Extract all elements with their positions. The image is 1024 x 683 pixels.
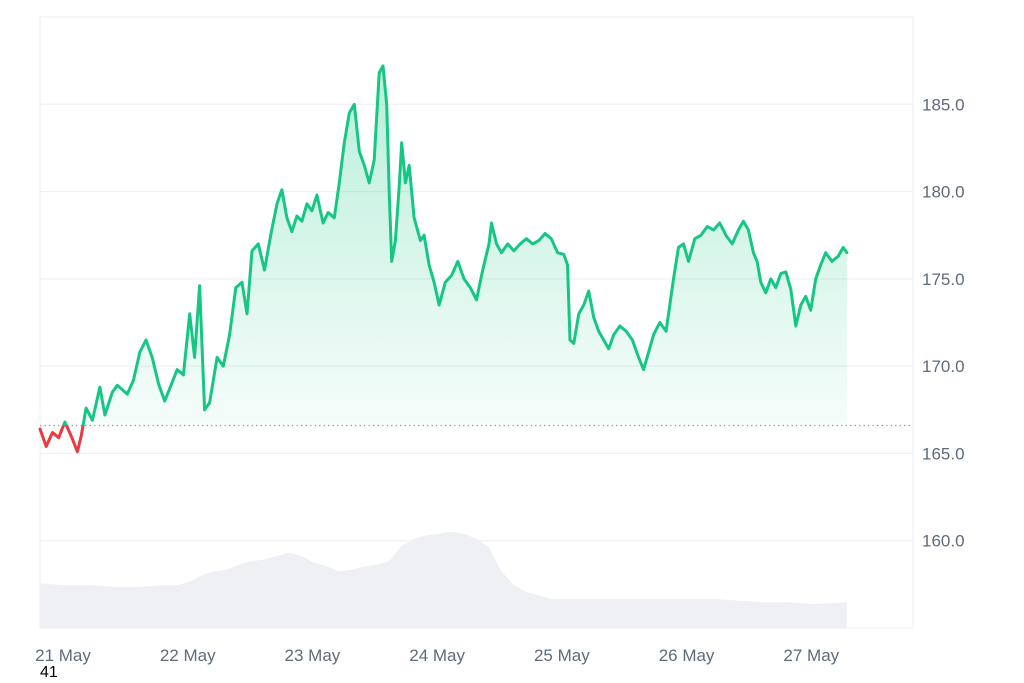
price-area-fill bbox=[63, 65, 847, 426]
price-line bbox=[38, 64, 849, 454]
y-tick-label: 165.0 bbox=[922, 444, 965, 463]
x-tick-label: 27 May bbox=[783, 646, 839, 665]
x-tick-label: 23 May bbox=[285, 646, 341, 665]
area-fill-above bbox=[63, 65, 847, 426]
y-tick-label: 170.0 bbox=[922, 357, 965, 376]
x-tick-label: 22 May bbox=[160, 646, 216, 665]
y-axis-ticks: 160.0 165.0 170.0 175.0 180.0 185.0 bbox=[922, 95, 965, 550]
corner-number: 41 bbox=[40, 664, 58, 681]
y-tick-label: 185.0 bbox=[922, 95, 965, 114]
x-tick-label: 21 May bbox=[35, 646, 91, 665]
volume-area bbox=[40, 532, 847, 628]
x-tick-label: 25 May bbox=[534, 646, 590, 665]
y-tick-label: 180.0 bbox=[922, 183, 965, 202]
y-tick-label: 160.0 bbox=[922, 532, 965, 551]
volume-shape bbox=[40, 532, 847, 628]
x-tick-label: 26 May bbox=[659, 646, 715, 665]
price-line-above bbox=[61, 64, 849, 426]
y-tick-label: 175.0 bbox=[922, 270, 965, 289]
x-tick-label: 24 May bbox=[409, 646, 465, 665]
x-axis-ticks: 21 May 22 May 23 May 24 May 25 May 26 May 27 M… bbox=[35, 646, 840, 665]
